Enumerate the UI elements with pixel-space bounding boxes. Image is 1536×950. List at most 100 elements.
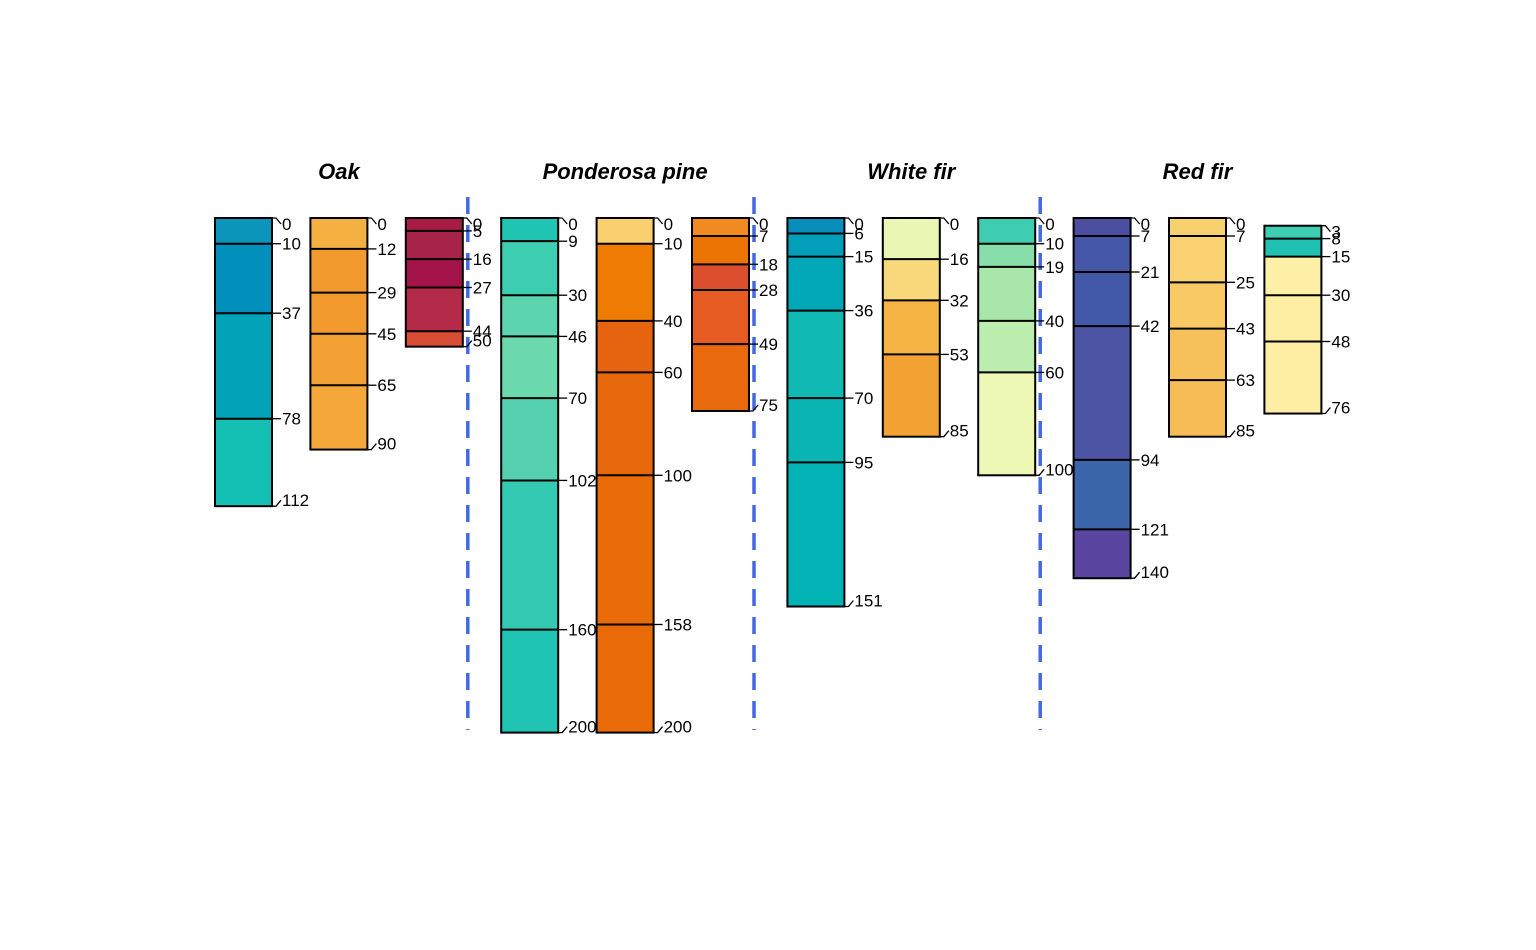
depth-tick bbox=[749, 404, 759, 412]
profile-outline bbox=[500, 217, 560, 734]
horizon-rect bbox=[692, 236, 749, 265]
horizon-rect bbox=[1073, 272, 1131, 327]
horizon-rect bbox=[1073, 459, 1131, 530]
horizon-rect bbox=[501, 398, 559, 481]
depth-label: 5 bbox=[473, 222, 482, 241]
group-title: Red fir bbox=[1163, 159, 1234, 184]
profile-outline bbox=[1072, 217, 1132, 580]
horizon-rect bbox=[1169, 328, 1226, 381]
depth-label: 151 bbox=[854, 592, 882, 611]
depth-label: 7 bbox=[1141, 227, 1150, 246]
horizon-rect bbox=[1264, 238, 1322, 257]
depth-tick bbox=[939, 217, 950, 225]
depth-label: 43 bbox=[1236, 320, 1255, 339]
profile-outline bbox=[1168, 217, 1227, 438]
depth-label: 36 bbox=[854, 302, 873, 321]
group-title: Ponderosa pine bbox=[543, 159, 708, 184]
depth-tick bbox=[1035, 217, 1045, 225]
depth-label: 0 bbox=[1236, 215, 1245, 234]
horizon-rect bbox=[501, 629, 559, 733]
horizon-rect bbox=[310, 292, 368, 334]
depth-label: 0 bbox=[664, 215, 673, 234]
horizon-rect bbox=[1073, 326, 1131, 460]
depth-label: 100 bbox=[1045, 460, 1073, 479]
depth-label: 45 bbox=[377, 325, 396, 344]
profile-outline bbox=[404, 217, 464, 348]
horizon-rect bbox=[405, 218, 463, 231]
depth-label: 44 bbox=[473, 322, 492, 341]
soil-profile: 0 12 29 45 65 90 bbox=[309, 215, 396, 454]
depth-tick bbox=[653, 217, 664, 225]
depth-tick bbox=[462, 340, 473, 348]
depth-tick bbox=[272, 217, 282, 225]
depth-label: 75 bbox=[759, 396, 778, 415]
soil-profile: 09 30 46 70 102 160 200 bbox=[500, 215, 597, 737]
depth-tick bbox=[844, 600, 854, 608]
depth-label: 200 bbox=[664, 718, 692, 737]
horizon-rect bbox=[1169, 380, 1226, 437]
horizon-rect bbox=[978, 266, 1036, 321]
depth-tick bbox=[1130, 217, 1141, 225]
group-title: White fir bbox=[867, 159, 956, 184]
depth-tick bbox=[558, 726, 568, 734]
group-title: Oak bbox=[318, 159, 361, 184]
depth-label: 0 bbox=[282, 215, 291, 234]
horizon-rect bbox=[882, 354, 940, 437]
horizon-rect bbox=[978, 243, 1036, 267]
horizon-rect bbox=[310, 218, 368, 249]
horizon-rect bbox=[978, 218, 1036, 244]
depth-label: 29 bbox=[377, 284, 396, 303]
soil-profile: 010 40 60 100 158 200 bbox=[595, 215, 692, 737]
depth-label: 32 bbox=[950, 291, 969, 310]
depth-label: 70 bbox=[854, 389, 873, 408]
depth-label: 60 bbox=[664, 363, 683, 382]
horizon-rect bbox=[978, 320, 1036, 373]
horizon-rect bbox=[692, 290, 749, 345]
horizon-rect bbox=[692, 344, 749, 411]
horizon-rect bbox=[882, 218, 940, 260]
horizon-rect bbox=[501, 295, 559, 337]
horizon-rect bbox=[596, 320, 654, 373]
depth-label: 200 bbox=[568, 718, 596, 737]
horizon-rect bbox=[1073, 218, 1131, 237]
profile-outline bbox=[977, 217, 1037, 477]
horizon-rect bbox=[882, 259, 940, 301]
depth-label: 9 bbox=[568, 232, 577, 251]
depth-tick bbox=[272, 499, 282, 507]
horizon-rect bbox=[787, 218, 845, 234]
depth-label: 0 bbox=[473, 215, 482, 234]
depth-label: 158 bbox=[664, 616, 692, 635]
depth-label: 140 bbox=[1141, 563, 1169, 582]
horizon-rect bbox=[405, 230, 463, 260]
horizon-rect bbox=[405, 287, 463, 332]
group-titles: Oak Ponderosa pine White fir Red fir bbox=[318, 159, 1234, 184]
depth-label: 95 bbox=[854, 453, 873, 472]
depth-label: 10 bbox=[664, 235, 683, 254]
horizon-rect bbox=[1264, 295, 1322, 342]
soil-profile: 0 16 32 53 85 bbox=[881, 215, 969, 441]
depth-label: 8 bbox=[1331, 230, 1340, 249]
depth-label: 7 bbox=[1236, 227, 1245, 246]
depth-label: 19 bbox=[1045, 258, 1064, 277]
profiles-layer: 0103778112012294565900516274450093046701… bbox=[214, 215, 1350, 737]
depth-label: 60 bbox=[1045, 363, 1064, 382]
horizon-rect bbox=[1264, 225, 1322, 239]
horizon-rect bbox=[787, 256, 845, 311]
horizon-rect bbox=[596, 243, 654, 321]
horizon-rect bbox=[501, 241, 559, 296]
depth-label: 100 bbox=[664, 466, 692, 485]
depth-label: 49 bbox=[759, 335, 778, 354]
horizon-rect bbox=[215, 218, 272, 244]
horizon-rect bbox=[787, 398, 845, 463]
horizon-rect bbox=[310, 333, 368, 386]
depth-tick bbox=[558, 217, 568, 225]
depth-label: 48 bbox=[1331, 333, 1350, 352]
soil-profile: 010 19 40 60 100 bbox=[977, 215, 1074, 479]
depth-label: 70 bbox=[568, 389, 587, 408]
horizon-rect bbox=[1169, 282, 1226, 329]
horizon-rect bbox=[596, 624, 654, 733]
depth-label: 40 bbox=[664, 312, 683, 331]
